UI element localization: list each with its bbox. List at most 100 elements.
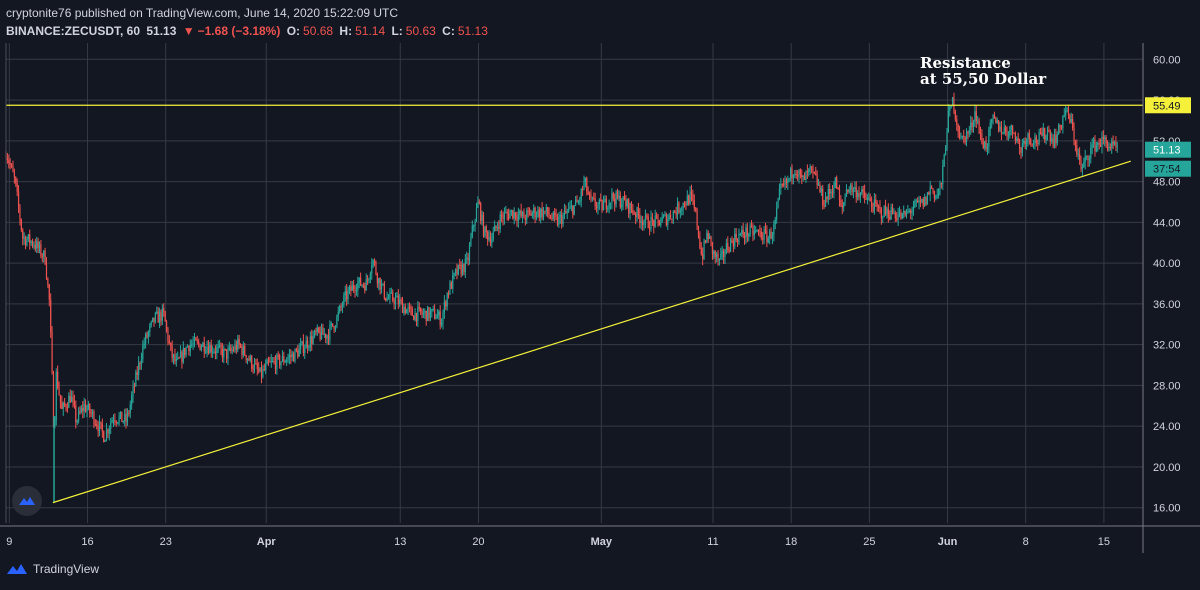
candle-body — [961, 135, 963, 138]
candle-body — [66, 407, 69, 409]
candle-body — [108, 428, 110, 434]
candle-body — [679, 210, 681, 213]
candle-body — [286, 360, 288, 362]
candle-body — [559, 214, 561, 217]
x-tick-label: 8 — [1023, 536, 1029, 548]
candle-body — [528, 210, 531, 212]
candle-body — [739, 233, 741, 235]
candle-body — [27, 234, 29, 240]
candle-body — [823, 205, 825, 207]
candle-body — [861, 189, 863, 194]
candle-body — [794, 173, 796, 175]
candle-body — [668, 214, 670, 220]
candle-body — [1104, 137, 1106, 140]
candle-body — [217, 346, 219, 348]
y-tick-label: 20.00 — [1153, 462, 1181, 474]
candle-body — [817, 184, 820, 186]
candle-body — [382, 283, 384, 285]
candle-body — [209, 344, 211, 354]
candle-body — [48, 284, 50, 300]
candle-body — [276, 355, 278, 370]
candle-body — [992, 115, 994, 120]
candle-body — [1000, 126, 1003, 134]
candle-body — [172, 354, 175, 358]
candle-body — [527, 210, 529, 212]
candle-body — [718, 258, 721, 261]
candle-body — [241, 346, 243, 355]
resistance-price-label: 55.49 — [1145, 97, 1191, 114]
candle-body — [445, 301, 447, 307]
candle-body — [1032, 143, 1035, 145]
candle-body — [995, 118, 997, 123]
candle-body — [55, 371, 57, 421]
candle-body — [792, 174, 795, 179]
candle-body — [340, 305, 342, 307]
candle-body — [815, 173, 817, 175]
brand-label[interactable]: TradingView — [33, 562, 100, 576]
candle-body — [459, 264, 461, 266]
candle-body — [1056, 134, 1058, 144]
candle-body — [142, 345, 144, 360]
candle-body — [958, 131, 961, 139]
candle-body — [816, 174, 818, 185]
candle-body — [635, 213, 637, 218]
candle-body — [949, 106, 951, 112]
annotation-resistance: Resistance at 55,50 Dollar — [920, 54, 1047, 88]
candle-body — [893, 213, 895, 215]
candle-body — [514, 212, 517, 219]
candle-body — [174, 354, 176, 362]
candle-body — [406, 309, 408, 314]
candle-body — [870, 201, 873, 207]
candle-body — [626, 199, 628, 207]
candle-body — [749, 225, 751, 235]
candle-body — [931, 186, 933, 189]
candle-body — [939, 183, 941, 190]
candle-body — [403, 306, 405, 313]
candle-body — [798, 170, 800, 177]
candle-body — [530, 211, 532, 216]
candle-body — [283, 356, 285, 363]
candle-body — [762, 238, 764, 240]
candle-body — [1006, 130, 1008, 136]
candle-body — [865, 197, 867, 200]
candle-body — [309, 336, 311, 348]
tradingview-logo-icon[interactable] — [12, 486, 42, 516]
candle-body — [487, 231, 489, 240]
candle-body — [727, 243, 729, 251]
candle-body — [157, 311, 159, 323]
symbol-label[interactable]: BINANCE:ZECUSDT, 60 — [6, 24, 141, 38]
candle-body — [110, 422, 112, 429]
candle-body — [957, 124, 959, 132]
candle-body — [394, 297, 397, 304]
candle-body — [766, 231, 768, 243]
candle-body — [193, 338, 196, 344]
candle-body — [580, 189, 582, 201]
candle-body — [1090, 147, 1092, 159]
candle-body — [94, 424, 96, 426]
candle-body — [703, 240, 705, 259]
candle-body — [829, 188, 831, 194]
candle-body — [429, 311, 432, 319]
candle-body — [925, 197, 927, 205]
candle-body — [332, 323, 334, 327]
candle-body — [149, 325, 151, 332]
candle-body — [660, 222, 662, 226]
candle-body — [831, 191, 834, 194]
price-change: −1.68 (−3.18%) — [197, 24, 281, 38]
candle-body — [1030, 139, 1032, 144]
candle-body — [301, 341, 303, 345]
candles — [5, 92, 1118, 503]
candle-body — [1031, 143, 1033, 145]
candle-body — [238, 338, 240, 345]
candle-body — [1095, 144, 1097, 152]
candle-body — [735, 233, 737, 240]
candle-body — [343, 295, 345, 306]
candle-body — [272, 361, 274, 363]
candle-body — [922, 199, 924, 207]
candle-body — [805, 171, 807, 181]
candle-body — [478, 202, 480, 204]
candle-body — [572, 206, 574, 215]
candle-body — [237, 338, 239, 350]
candle-body — [1070, 118, 1072, 123]
